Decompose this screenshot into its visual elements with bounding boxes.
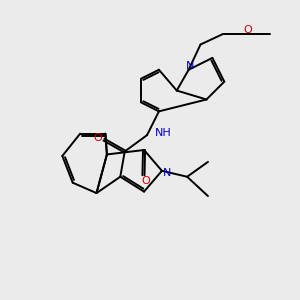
Text: O: O: [244, 25, 253, 34]
Text: NH: NH: [155, 128, 172, 138]
Text: N: N: [186, 61, 194, 71]
Text: N: N: [163, 168, 171, 178]
Text: O: O: [141, 176, 150, 186]
Text: O: O: [94, 133, 102, 143]
